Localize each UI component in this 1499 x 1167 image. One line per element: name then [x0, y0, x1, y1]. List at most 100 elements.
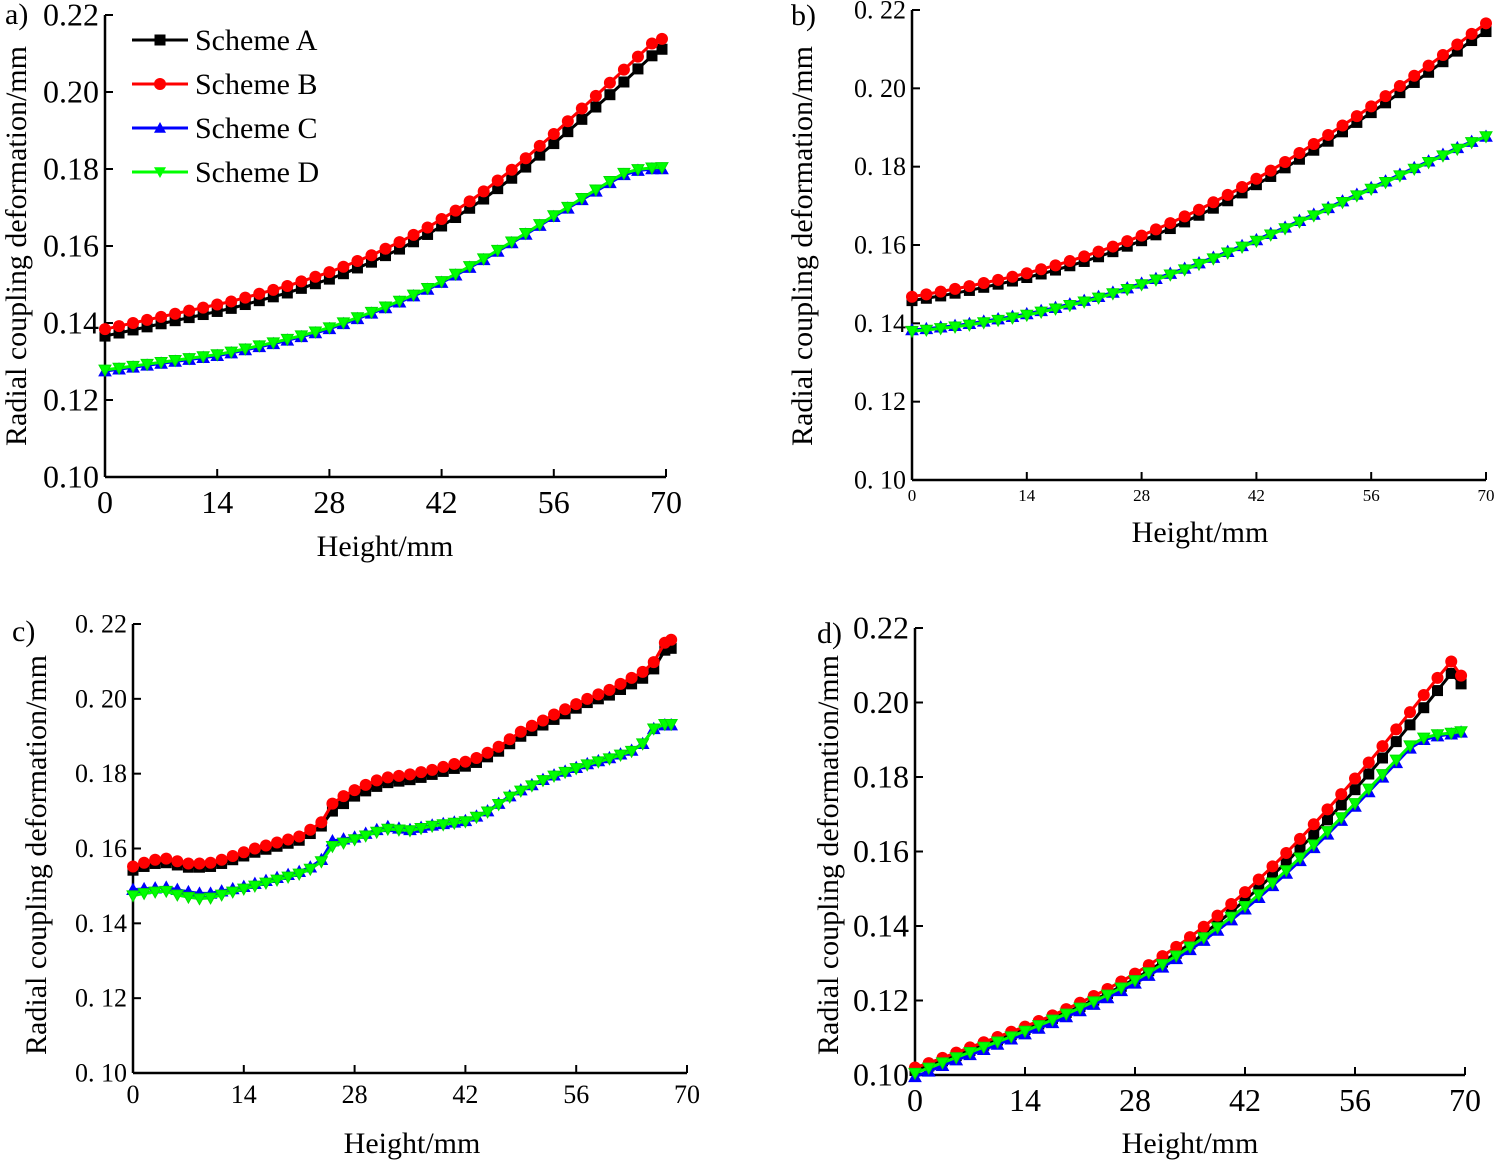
data-point-square [1432, 685, 1443, 697]
data-point-triangle-down [168, 355, 182, 368]
data-point-triangle-down [1031, 1020, 1046, 1033]
y-tick-label: 0.10 [43, 459, 99, 495]
data-point-circle [237, 846, 250, 859]
chart-panel-a: 0.10 0.12 0.14 0.16 0.18 0.20 0.22 0 14 28 42 56 70 H… [0, 0, 682, 563]
data-point-triangle-down [491, 799, 506, 812]
data-point-square [1239, 894, 1251, 906]
data-point-triangle-down [933, 323, 948, 336]
series-line [132, 722, 672, 901]
data-point-square [464, 202, 476, 214]
data-point-circle [1236, 181, 1249, 194]
data-point-circle [1422, 59, 1435, 72]
y-tick-label: 0. 22 [854, 0, 906, 25]
data-point-triangle-down [1378, 177, 1393, 190]
data-point-circle [348, 784, 361, 797]
data-point-circle [1035, 263, 1048, 276]
data-point-circle [404, 768, 416, 781]
data-point-square [422, 228, 434, 240]
y-tick-label: 0. 12 [854, 387, 906, 416]
data-point-triangle-down [655, 162, 669, 175]
x-tick-label: 56 [563, 1080, 589, 1109]
data-point-circle [1121, 235, 1134, 248]
y-tick-label: 0.12 [853, 982, 909, 1018]
data-point-circle [1451, 38, 1464, 51]
data-point-circle [1445, 655, 1458, 668]
data-point-square [1322, 135, 1334, 147]
data-point-square [604, 89, 616, 101]
data-point-circle [171, 855, 184, 868]
data-point-triangle-down [448, 268, 463, 282]
data-point-circle [211, 298, 224, 311]
data-point-triangle-down [126, 890, 140, 903]
series-line [914, 671, 1463, 1072]
data-point-square [141, 321, 153, 333]
data-point-circle [392, 769, 405, 782]
data-point-square [1280, 856, 1292, 868]
data-point-circle [248, 842, 261, 855]
data-point-square [1380, 97, 1392, 109]
data-point-circle [1336, 119, 1349, 132]
data-point-circle [1178, 210, 1191, 223]
data-point-square [478, 193, 490, 205]
x-tick-label: 70 [1449, 1082, 1481, 1118]
data-point-circle [665, 633, 678, 646]
y-tick-label: 0.16 [853, 833, 909, 869]
data-point-circle [160, 852, 173, 865]
data-point-circle [1221, 188, 1234, 201]
data-point-triangle-down [962, 319, 977, 332]
data-point-circle [645, 37, 658, 50]
data-point-square [562, 126, 574, 138]
data-point-triangle-down [1306, 210, 1321, 223]
data-point-triangle-down [196, 351, 211, 364]
data-point-triangle-down [546, 210, 561, 223]
x-tick-label: 0 [127, 1080, 140, 1109]
data-point-circle [1197, 920, 1210, 933]
data-point-circle [470, 751, 483, 764]
data-point-square [394, 243, 406, 255]
data-point-triangle-down [1292, 216, 1307, 229]
data-point-triangle-down [536, 775, 550, 788]
x-tick-label: 28 [1133, 486, 1150, 505]
legend-label: Scheme D [195, 156, 319, 189]
x-tick-label: 42 [1248, 486, 1265, 505]
y-tick-label: 0. 20 [75, 684, 127, 713]
data-point-circle [155, 310, 168, 323]
data-point-square [618, 76, 630, 88]
data-point-circle [1393, 79, 1406, 92]
data-point-triangle-down [560, 201, 575, 215]
data-point-circle [449, 204, 462, 217]
series-scheme-b [99, 32, 668, 336]
data-point-square [408, 236, 420, 248]
data-point-square [169, 315, 181, 327]
data-point-triangle-down [908, 1067, 922, 1081]
data-point-triangle-down [1034, 306, 1048, 320]
data-point-triangle-down [281, 871, 295, 884]
data-point-triangle-down [1421, 157, 1436, 170]
data-point-circle [547, 127, 560, 140]
series-scheme-d [908, 726, 1468, 1081]
data-point-circle [259, 839, 272, 852]
data-point-triangle-down [1293, 852, 1307, 865]
data-point-triangle-down [148, 886, 163, 899]
y-axis-label: Radial coupling deformation/mm [20, 655, 53, 1055]
data-point-triangle-down [214, 889, 229, 902]
data-point-circle [463, 195, 476, 208]
data-point-circle [437, 760, 450, 773]
data-point-triangle-down [589, 184, 603, 197]
data-point-triangle-down [303, 863, 318, 877]
data-point-triangle-down [1364, 183, 1379, 197]
data-point-square [1404, 719, 1416, 731]
data-point-circle [1335, 788, 1348, 801]
data-point-triangle-down [518, 227, 533, 241]
data-point-circle [581, 692, 594, 705]
legend-marker [154, 122, 166, 133]
x-tick-label: 70 [674, 1080, 700, 1109]
series-scheme-d [126, 718, 679, 906]
data-point-circle [1293, 146, 1306, 159]
data-point-circle [351, 255, 364, 268]
data-point-square [646, 50, 658, 62]
data-point-square [127, 324, 139, 336]
data-point-triangle-down [1306, 839, 1321, 852]
data-point-circle [426, 763, 439, 776]
data-point-circle [127, 860, 139, 873]
